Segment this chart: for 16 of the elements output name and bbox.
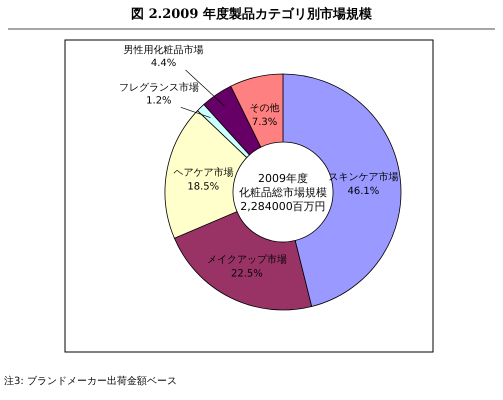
slice-label: 男性用化粧品市場 [124,44,204,56]
data-label: 18.5% [187,182,220,193]
slice-label: その他 [250,102,280,114]
data-label: 22.5% [231,268,263,280]
slice-label: ヘアケア市場 [173,166,234,179]
data-label: 4.4% [150,58,176,70]
slice-label: フレグランス市場 [118,81,199,94]
slice-label: メイクアップ市場 [206,254,287,266]
data-label: 7.3% [252,117,278,128]
data-label: 46.1% [348,186,380,198]
text: 注3: ブランドメーカー出荷金額ベース [4,375,177,387]
text: 2,284000百万円 [240,200,326,213]
text: 化粧品総市場規模 [239,186,327,199]
text: 2009年度 [258,172,308,185]
data-label: 1.2% [146,95,172,106]
chart-title: 図 2.2009 年度製品カテゴリ別市場規模 [131,6,372,22]
